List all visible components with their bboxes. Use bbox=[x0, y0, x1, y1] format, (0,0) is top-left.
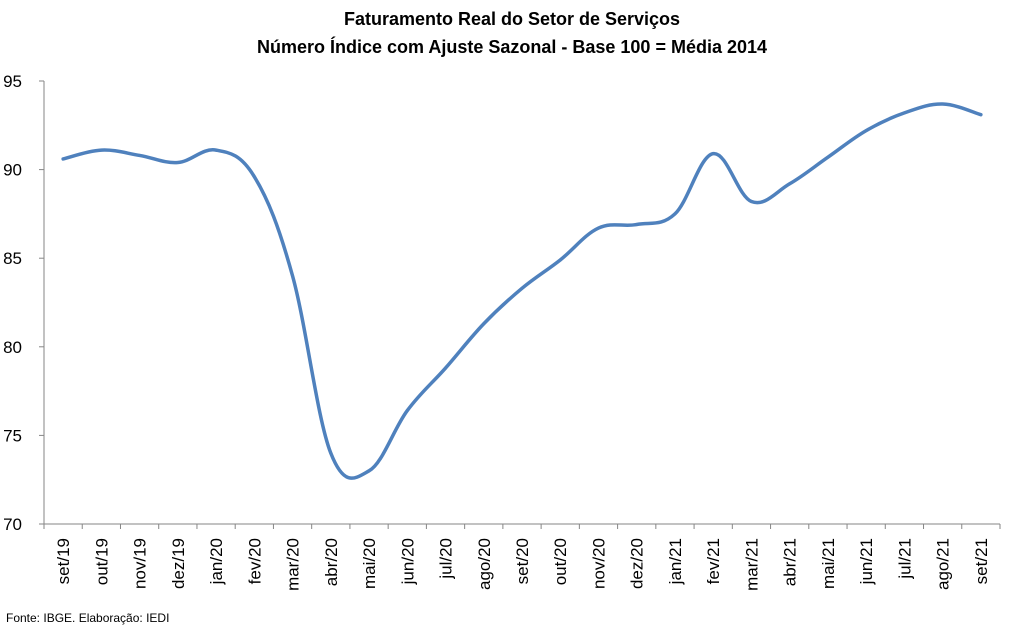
y-tick-label: 70 bbox=[3, 515, 22, 534]
x-tick-label: mar/21 bbox=[742, 538, 761, 591]
data-point bbox=[252, 175, 256, 179]
y-axis: 70 75 80 85 90 95 bbox=[3, 72, 45, 534]
data-point bbox=[291, 274, 295, 278]
data-point bbox=[482, 322, 486, 326]
data-point bbox=[941, 102, 945, 106]
y-tick-label: 75 bbox=[3, 426, 22, 445]
x-tick-label: dez/20 bbox=[628, 538, 647, 589]
x-tick-label: mar/20 bbox=[284, 538, 303, 591]
data-point bbox=[405, 409, 409, 413]
source-note: Fonte: IBGE. Elaboração: IEDI bbox=[6, 611, 170, 625]
series-line bbox=[61, 102, 983, 480]
x-tick-label: ago/21 bbox=[934, 538, 953, 590]
y-tick-label: 85 bbox=[3, 249, 22, 268]
x-tick-label: abr/20 bbox=[322, 538, 341, 586]
y-tick-label: 80 bbox=[3, 338, 22, 357]
y-tick-label: 95 bbox=[3, 72, 22, 91]
data-point bbox=[99, 148, 103, 152]
x-tick-label: nov/20 bbox=[589, 538, 608, 589]
data-point bbox=[558, 258, 562, 262]
x-tick-label: jan/21 bbox=[666, 538, 685, 585]
x-tick-label: ago/20 bbox=[475, 538, 494, 590]
data-point bbox=[329, 451, 333, 455]
data-point bbox=[138, 153, 142, 157]
y-tick-label: 90 bbox=[3, 161, 22, 180]
x-tick-label: nov/19 bbox=[131, 538, 150, 589]
data-point bbox=[711, 152, 715, 156]
x-tick-label: out/20 bbox=[551, 538, 570, 585]
data-point bbox=[673, 212, 677, 216]
data-point bbox=[444, 366, 448, 370]
chart-title: Faturamento Real do Setor de Serviços bbox=[344, 9, 680, 29]
x-tick-label: abr/21 bbox=[781, 538, 800, 586]
x-tick-label: out/19 bbox=[92, 538, 111, 585]
x-tick-label: jun/20 bbox=[398, 538, 417, 585]
data-point bbox=[635, 223, 639, 227]
x-tick-label: set/19 bbox=[54, 538, 73, 584]
data-point bbox=[826, 155, 830, 159]
x-tick-label: jul/20 bbox=[437, 538, 456, 580]
data-point bbox=[902, 111, 906, 115]
x-tick-label: jul/21 bbox=[895, 538, 914, 580]
x-tick-label: fev/20 bbox=[245, 538, 264, 584]
data-point bbox=[367, 469, 371, 473]
x-tick-label: jun/21 bbox=[857, 538, 876, 585]
data-point bbox=[596, 226, 600, 230]
data-point bbox=[788, 182, 792, 186]
x-tick-label: set/21 bbox=[972, 538, 991, 584]
data-point bbox=[864, 129, 868, 133]
x-tick-label: fev/21 bbox=[704, 538, 723, 584]
series-group bbox=[61, 102, 983, 480]
x-axis: set/19 out/19 nov/19 dez/19 jan/20 fev/20 mar/… bbox=[43, 523, 1001, 591]
data-point bbox=[214, 148, 218, 152]
data-point bbox=[61, 157, 65, 161]
x-tick-label: mai/21 bbox=[819, 538, 838, 589]
data-point bbox=[749, 199, 753, 203]
data-point bbox=[520, 286, 524, 290]
chart-subtitle: Número Índice com Ajuste Sazonal - Base … bbox=[257, 36, 767, 57]
x-tick-label: mai/20 bbox=[360, 538, 379, 589]
x-tick-label: jan/20 bbox=[207, 538, 226, 585]
data-point bbox=[176, 161, 180, 165]
data-point bbox=[979, 113, 983, 117]
x-tick-label: dez/19 bbox=[169, 538, 188, 589]
x-tick-label: set/20 bbox=[513, 538, 532, 584]
